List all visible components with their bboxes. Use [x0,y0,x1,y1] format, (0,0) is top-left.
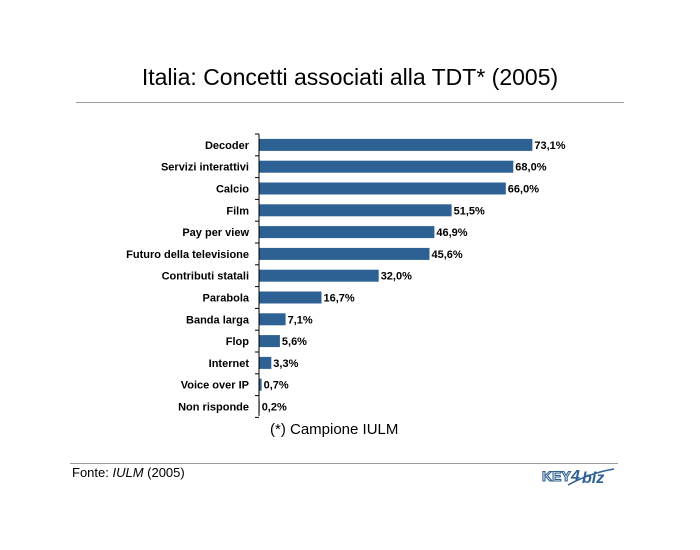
value-label: 45,6% [432,249,463,261]
source-suffix: (2005) [143,465,185,480]
source-name: IULM [112,465,144,480]
value-label: 3,3% [273,358,298,370]
value-label: 73,1% [534,140,565,152]
value-labels-group: 73,1% 68,0% 66,0% 51,5% 46,9% 45,6% 32,0% 16,7%… [262,140,566,414]
value-label: 51,5% [454,205,485,217]
source-text: Fonte: IULM (2005) [72,465,185,480]
bar [259,226,435,239]
bar [259,378,262,391]
logo-key: KEY [542,468,571,484]
value-label: 0,2% [262,402,287,414]
bars-group [259,138,533,413]
value-label: 0,7% [264,380,289,392]
category-labels-group: Decoder Servizi interattivi Calcio Film Pay … [126,140,250,414]
value-label: 46,9% [436,227,467,239]
bar [259,204,452,217]
bar [259,160,514,173]
page-title: Italia: Concetti associati alla TDT* (20… [141,64,559,90]
category-label: Voice over IP [181,380,249,392]
key4biz-logo: KEY 4 biz [541,467,615,487]
bar [259,335,280,348]
logo-biz: biz [582,470,604,487]
category-label: Film [226,205,249,217]
category-label: Contributi statali [162,271,249,283]
bar [259,138,533,151]
category-label: Flop [226,336,249,348]
source-prefix: Fonte: [72,465,113,480]
category-label: Calcio [216,184,249,196]
value-label: 68,0% [515,162,546,174]
bar [259,269,379,282]
value-label: 5,6% [282,336,307,348]
category-label: Servizi interattivi [161,162,249,174]
y-axis-ticks-group [255,133,259,418]
category-label: Futuro della televisione [126,249,249,261]
footer-divider [70,463,618,464]
value-label: 16,7% [324,293,355,305]
category-label: Parabola [203,293,250,305]
category-label: Decoder [205,140,250,152]
bar [259,291,322,304]
bar [259,182,506,195]
bar [259,313,286,326]
value-label: 7,1% [288,314,313,326]
logo-swoosh [567,468,615,486]
sample-note: (*) Campione IULM [270,421,399,438]
logo-four: 4 [570,468,580,485]
value-label: 66,0% [508,184,539,196]
category-label: Internet [209,358,250,370]
bar-chart: Decoder Servizi interattivi Calcio Film Pay … [126,133,566,418]
bar [259,247,430,260]
value-label: 32,0% [381,271,412,283]
bar [259,356,272,369]
category-label: Pay per view [182,227,249,239]
title-divider [76,102,624,103]
category-label: Non risponde [178,402,249,414]
category-label: Banda larga [186,314,250,326]
